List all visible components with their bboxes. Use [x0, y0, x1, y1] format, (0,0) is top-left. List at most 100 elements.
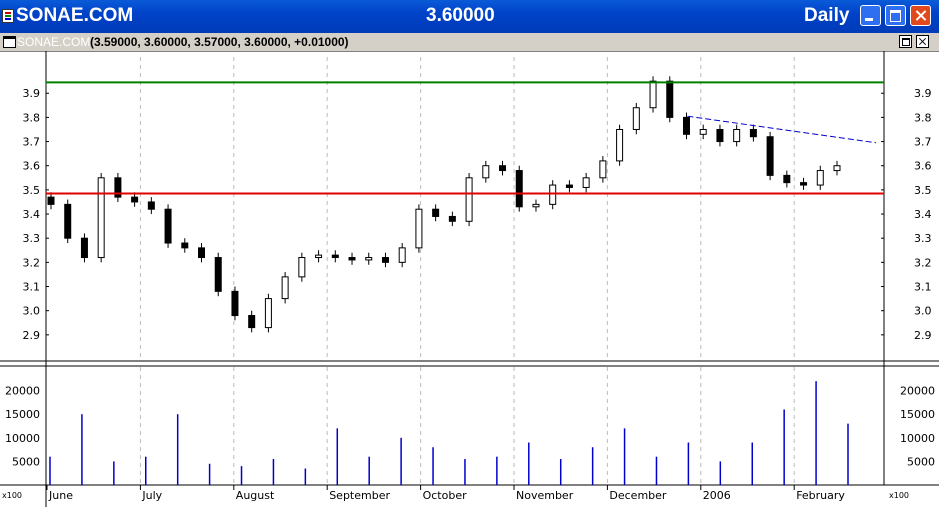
candle-body [80, 237, 88, 259]
window-title: SONAE.COM [16, 5, 134, 26]
price-candles [47, 76, 841, 333]
candle-body [214, 257, 222, 292]
candle-body [599, 160, 607, 179]
trendline [687, 115, 877, 144]
price-tick-label: 3.2 [23, 256, 41, 269]
candle-body [783, 174, 791, 184]
date-label: July [141, 489, 162, 502]
volume-tick-label: 15000 [5, 408, 40, 421]
price-tick-label: 3.6 [914, 160, 932, 173]
candle-body [365, 257, 373, 261]
price-tick-label: 2.9 [23, 329, 41, 342]
candle-body [231, 290, 239, 317]
candle-body [348, 257, 356, 261]
volume-axis-labels: 5000 5000 10000 10000 15000 15000 20000 20000 x1… [2, 385, 935, 500]
price-tick-label: 3.4 [23, 208, 41, 221]
price-tick-label: 3.3 [23, 232, 41, 245]
candle-body [632, 107, 640, 130]
candle-body [682, 116, 690, 135]
price-tick-label: 2.9 [914, 329, 932, 342]
date-label: February [796, 489, 845, 502]
candle-body [147, 201, 155, 210]
volume-unit-label: x100 [2, 491, 22, 500]
candle-body [499, 165, 507, 172]
candle-body [131, 196, 139, 203]
candle-body [582, 177, 590, 188]
candle-body [649, 80, 657, 109]
candle-body [465, 177, 473, 222]
candle-body [515, 170, 523, 208]
candle-body [415, 208, 423, 249]
candle-body [448, 215, 456, 222]
candle-body [398, 247, 406, 263]
price-tick-label: 3.8 [914, 111, 932, 124]
volume-tick-label: 5000 [12, 455, 40, 468]
minimize-button[interactable] [860, 5, 881, 26]
volume-unit-label: x100 [889, 491, 909, 500]
candle-body [616, 128, 624, 162]
price-tick-label: 3.7 [914, 136, 932, 149]
price-tick-label: 3.0 [23, 305, 41, 318]
price-axis-labels: 2.9 2.9 3.0 3.0 3.1 3.1 3.2 3.2 3.3 3.3 3.4 3.4 3.5 3… [23, 87, 932, 342]
candle-body [315, 254, 323, 259]
price-tick-label: 3.5 [914, 184, 932, 197]
candle-body [549, 184, 557, 205]
price-tick-label: 3.9 [914, 87, 932, 100]
candle-body [716, 128, 724, 143]
candle-body [733, 128, 741, 143]
volume-tick-label: 5000 [907, 455, 935, 468]
candle-body [164, 208, 172, 244]
period-label[interactable]: Daily [804, 5, 850, 26]
candle-body [565, 184, 573, 188]
app-icon [2, 9, 14, 23]
price-tick-label: 3.8 [23, 111, 41, 124]
candle-body [482, 165, 490, 179]
candle-body [800, 182, 808, 186]
candle-body [198, 247, 206, 259]
candle-body [749, 128, 757, 138]
volume-tick-label: 10000 [5, 432, 40, 445]
current-price: 3.60000 [426, 5, 495, 26]
close-button[interactable] [910, 5, 931, 26]
date-label: June [48, 489, 73, 502]
indicator-lines [46, 81, 884, 195]
chart-window-icon [3, 36, 16, 48]
candle-body [114, 177, 122, 198]
date-axis-labels: June July August September October November De… [48, 489, 845, 502]
chart-maximize-button[interactable] [899, 35, 912, 48]
date-label: August [236, 489, 275, 502]
date-label: October [423, 489, 467, 502]
candle-body [248, 315, 256, 329]
volume-tick-label: 15000 [900, 408, 935, 421]
candle-body [181, 242, 189, 249]
price-tick-label: 3.7 [23, 136, 41, 149]
date-label: December [609, 489, 667, 502]
date-label: November [516, 489, 574, 502]
price-tick-label: 3.5 [23, 184, 41, 197]
price-tick-label: 3.4 [914, 208, 932, 221]
candle-body [833, 165, 841, 172]
candle-body [298, 257, 306, 278]
price-tick-label: 3.6 [23, 160, 41, 173]
candle-body [381, 257, 389, 263]
price-tick-label: 3.1 [23, 281, 41, 294]
candle-body [281, 276, 289, 300]
ohlc-readout: (3.59000, 3.60000, 3.57000, 3.60000, +0.… [90, 35, 349, 49]
price-tick-label: 3.0 [914, 305, 932, 318]
chart-close-button[interactable] [916, 35, 929, 48]
candle-body [816, 170, 824, 186]
price-volume-chart[interactable]: 2.9 2.9 3.0 3.0 3.1 3.1 3.2 3.2 3.3 3.3 3.4 3.4 3.5 3… [0, 51, 939, 507]
maximize-button[interactable] [885, 5, 906, 26]
volume-tick-label: 20000 [900, 385, 935, 398]
volume-bars [49, 381, 849, 485]
candle-body [532, 203, 540, 208]
chart-header-bar: SONAE.COM (3.59000, 3.60000, 3.57000, 3.… [0, 33, 939, 52]
price-tick-label: 3.1 [914, 281, 932, 294]
date-label: 2006 [703, 489, 731, 502]
candle-body [432, 208, 440, 217]
candle-body [766, 136, 774, 176]
volume-tick-label: 10000 [900, 432, 935, 445]
price-tick-label: 3.9 [23, 87, 41, 100]
chart-axes [0, 51, 939, 507]
candle-body [666, 80, 674, 118]
